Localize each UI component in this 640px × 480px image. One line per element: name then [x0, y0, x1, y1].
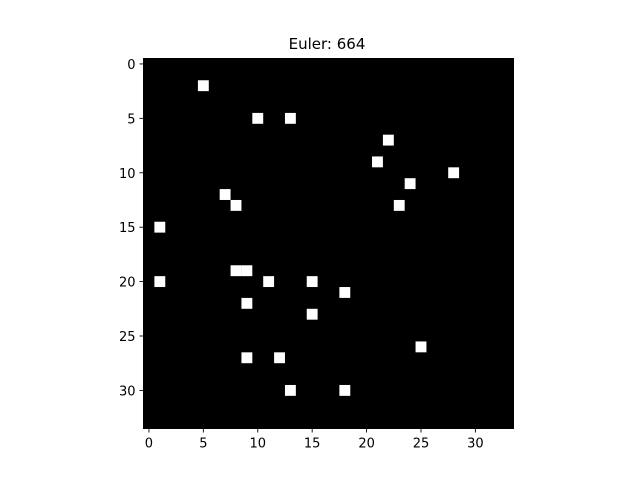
x-tick-label: 5	[199, 437, 207, 452]
pixel-cell	[339, 384, 351, 396]
y-tick-label: 0	[127, 58, 135, 73]
pixel-cell	[339, 287, 351, 298]
y-tick-label: 10	[119, 167, 136, 182]
pixel-cell	[263, 276, 275, 288]
pixel-cell	[393, 199, 405, 211]
pixel-cell	[154, 276, 166, 288]
image-background	[143, 58, 514, 429]
pixel-cell	[241, 297, 253, 309]
pixel-cell	[306, 276, 318, 288]
y-axis: 0 5 10 15 20 25 30	[119, 58, 144, 399]
axes-frame	[143, 58, 514, 429]
pixel-cell	[197, 80, 209, 92]
pixel-cell	[154, 221, 166, 233]
pixel-cell	[284, 112, 296, 124]
plot-area	[143, 58, 514, 429]
pixel-cell	[252, 112, 264, 124]
pixel-cell	[372, 156, 383, 168]
pixel-cell	[404, 178, 416, 190]
pixel-cells	[154, 80, 460, 396]
chart-title: Euler: 664	[289, 35, 366, 53]
x-tick-label: 25	[413, 437, 430, 452]
x-tick-label: 30	[467, 437, 484, 452]
pixel-cell	[382, 134, 394, 146]
pixel-cell	[274, 352, 285, 364]
x-axis: 0 5 10 15 20 25 30	[145, 428, 484, 452]
y-tick-label: 25	[119, 330, 136, 345]
pixel-cell	[284, 384, 296, 396]
y-tick-label: 20	[119, 276, 136, 291]
x-tick-label: 15	[304, 437, 321, 452]
y-tick-label: 15	[119, 221, 136, 236]
y-tick-label: 30	[119, 384, 136, 399]
pixel-cell	[448, 167, 460, 179]
x-tick-label: 20	[358, 437, 375, 452]
pixel-cell	[241, 352, 253, 364]
pixel-cell	[306, 308, 318, 320]
x-tick-label: 10	[249, 437, 266, 452]
x-tick-label: 0	[145, 437, 153, 452]
pixel-cell	[219, 189, 231, 200]
y-tick-label: 5	[127, 112, 135, 127]
pixel-cell	[230, 265, 242, 277]
pixel-cell	[415, 341, 427, 353]
pixel-cell	[230, 199, 242, 211]
pixel-cell	[241, 265, 253, 277]
